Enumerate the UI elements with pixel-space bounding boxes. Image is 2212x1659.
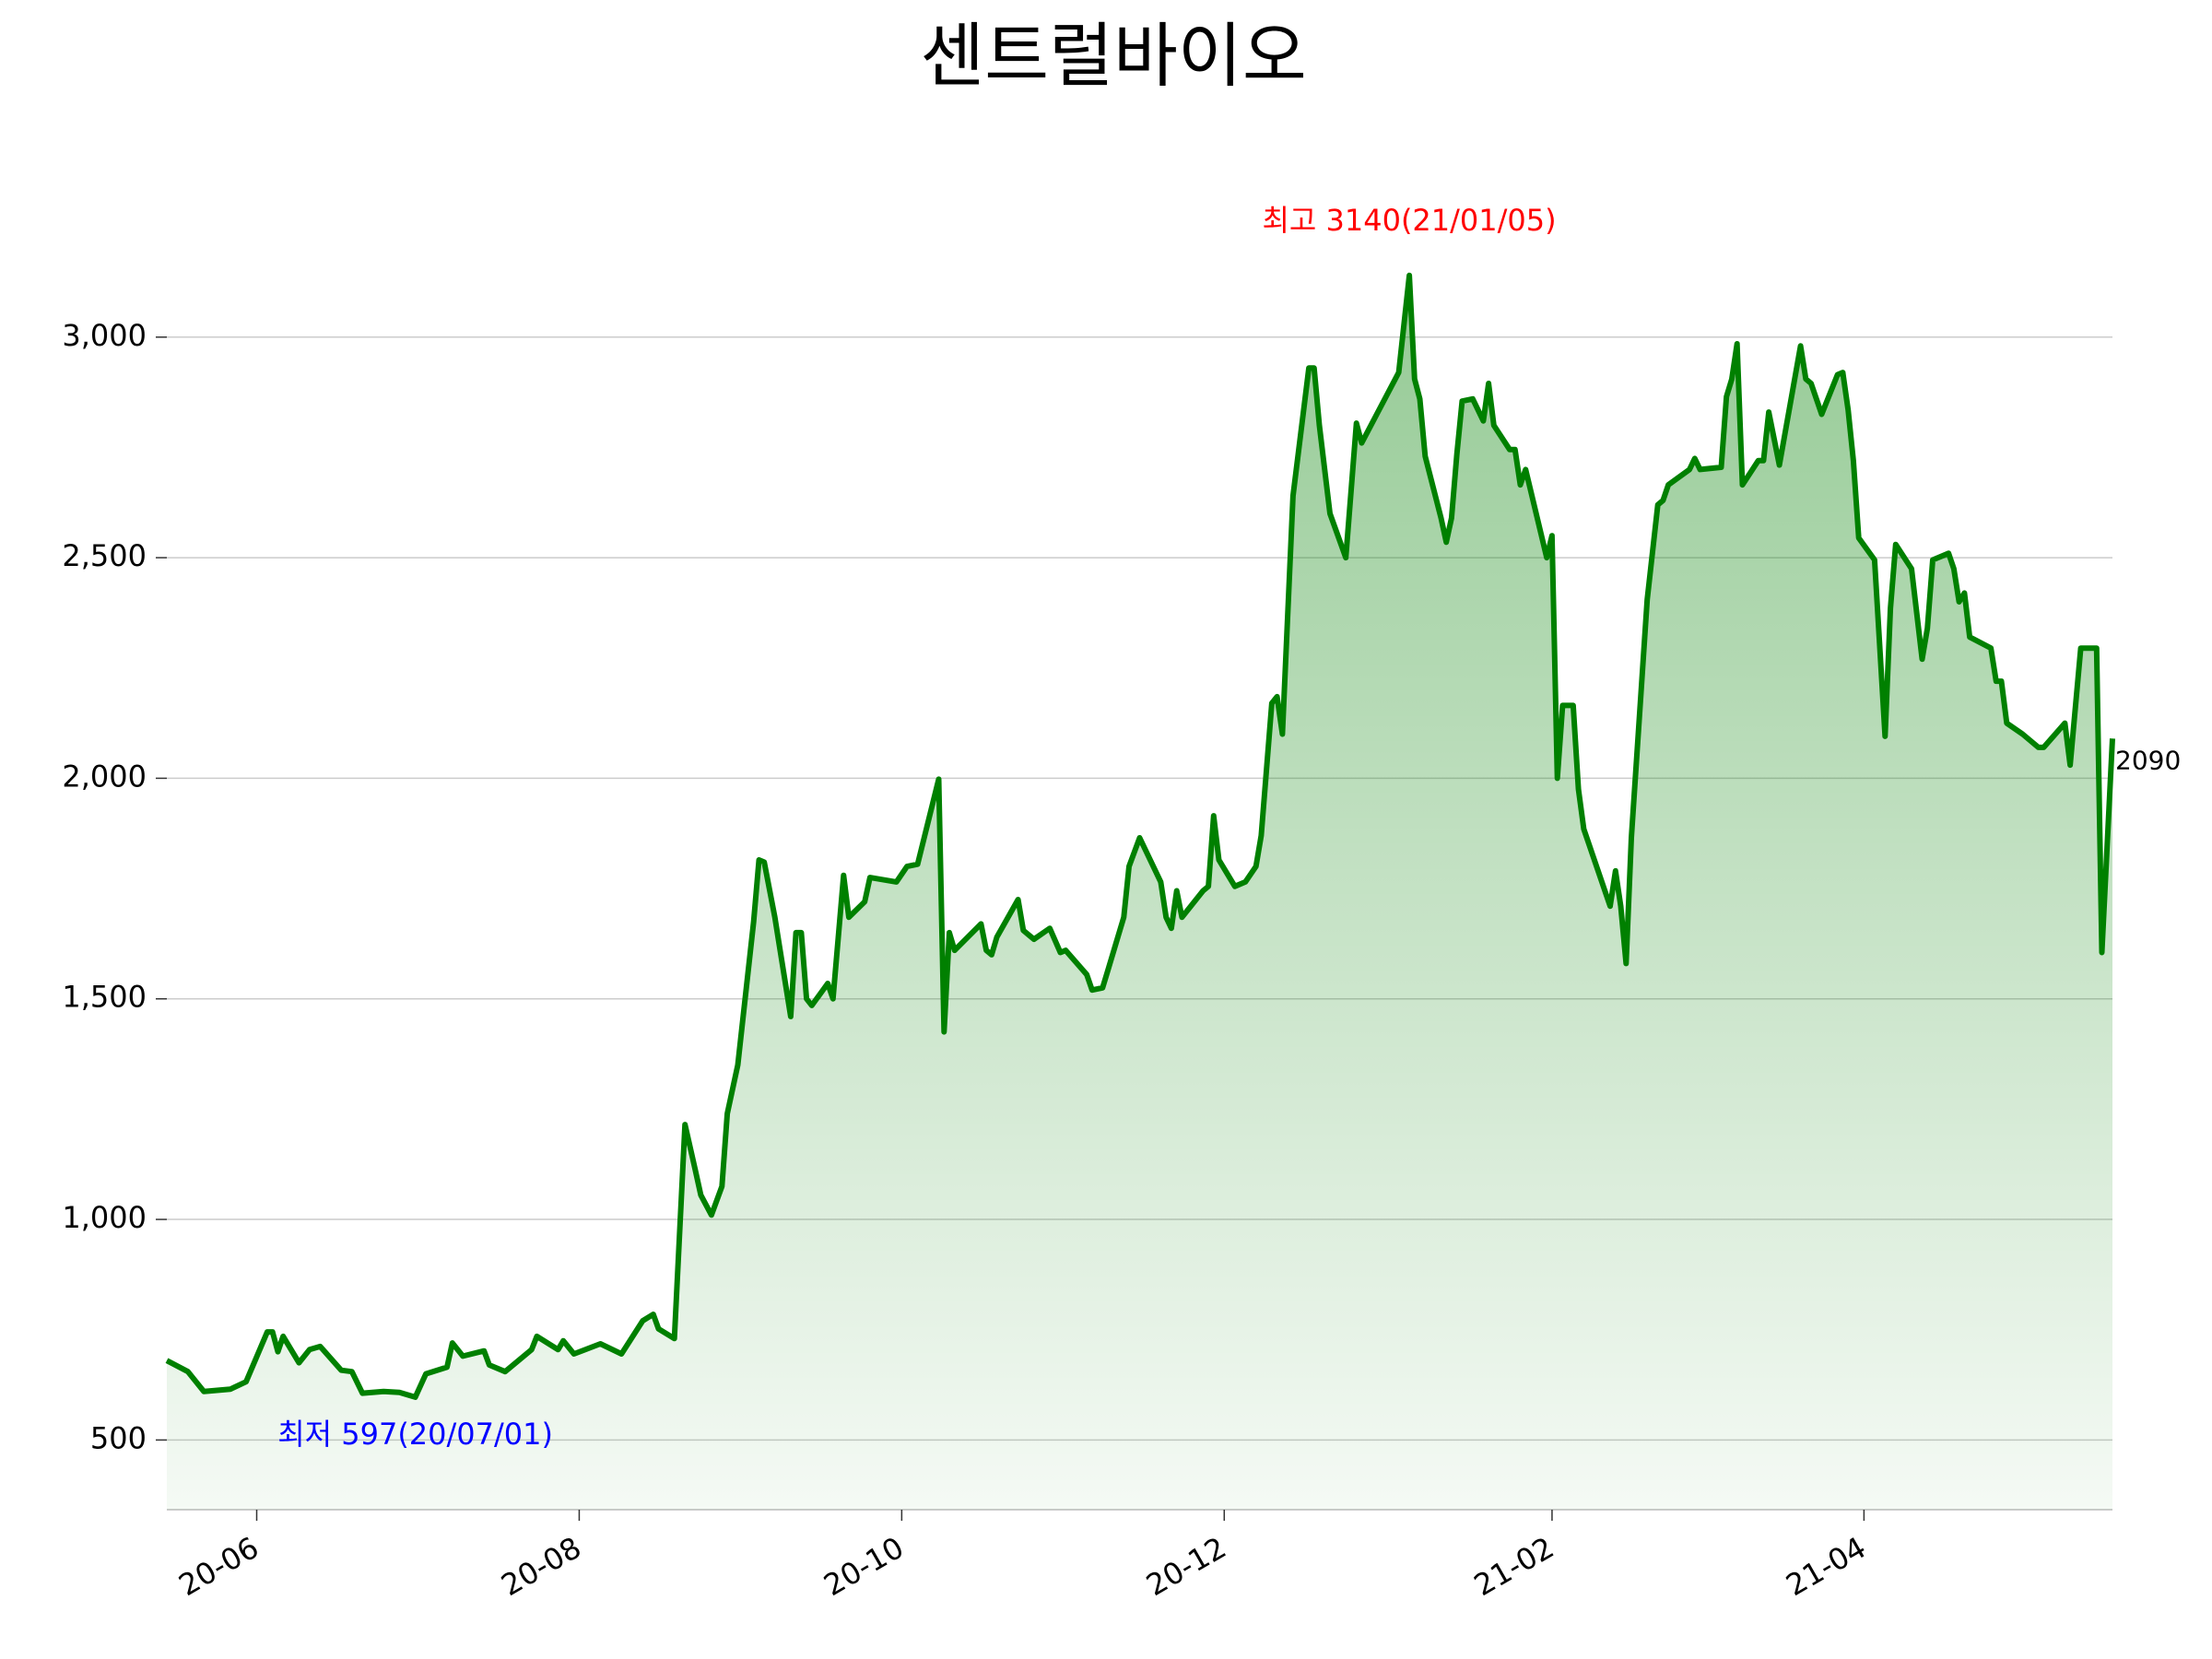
y-tick-label: 2,500 <box>62 538 147 573</box>
x-tick-label: 21-02 <box>1468 1530 1560 1603</box>
y-tick-label: 2,000 <box>62 759 147 794</box>
x-tick-label: 20-10 <box>818 1530 910 1603</box>
chart-title: 센트럴바이오 <box>920 15 1307 97</box>
y-tick-label: 1,500 <box>62 980 147 1015</box>
y-tick-label: 1,000 <box>62 1200 147 1235</box>
last-value-label: 2090 <box>2115 745 2181 775</box>
min-annotation: 최저 597(20/07/01) <box>277 1417 553 1452</box>
x-tick-label: 20-12 <box>1140 1530 1232 1603</box>
y-tick-label: 500 <box>90 1420 147 1455</box>
area <box>167 275 2112 1510</box>
x-tick-label: 21-04 <box>1780 1530 1872 1603</box>
price-line <box>165 272 2115 1400</box>
x-tick-label: 20-08 <box>495 1530 587 1603</box>
max-annotation: 최고 3140(21/01/05) <box>1262 203 1556 238</box>
x-tick-label: 20-06 <box>172 1530 265 1603</box>
y-tick-label: 3,000 <box>62 318 147 353</box>
